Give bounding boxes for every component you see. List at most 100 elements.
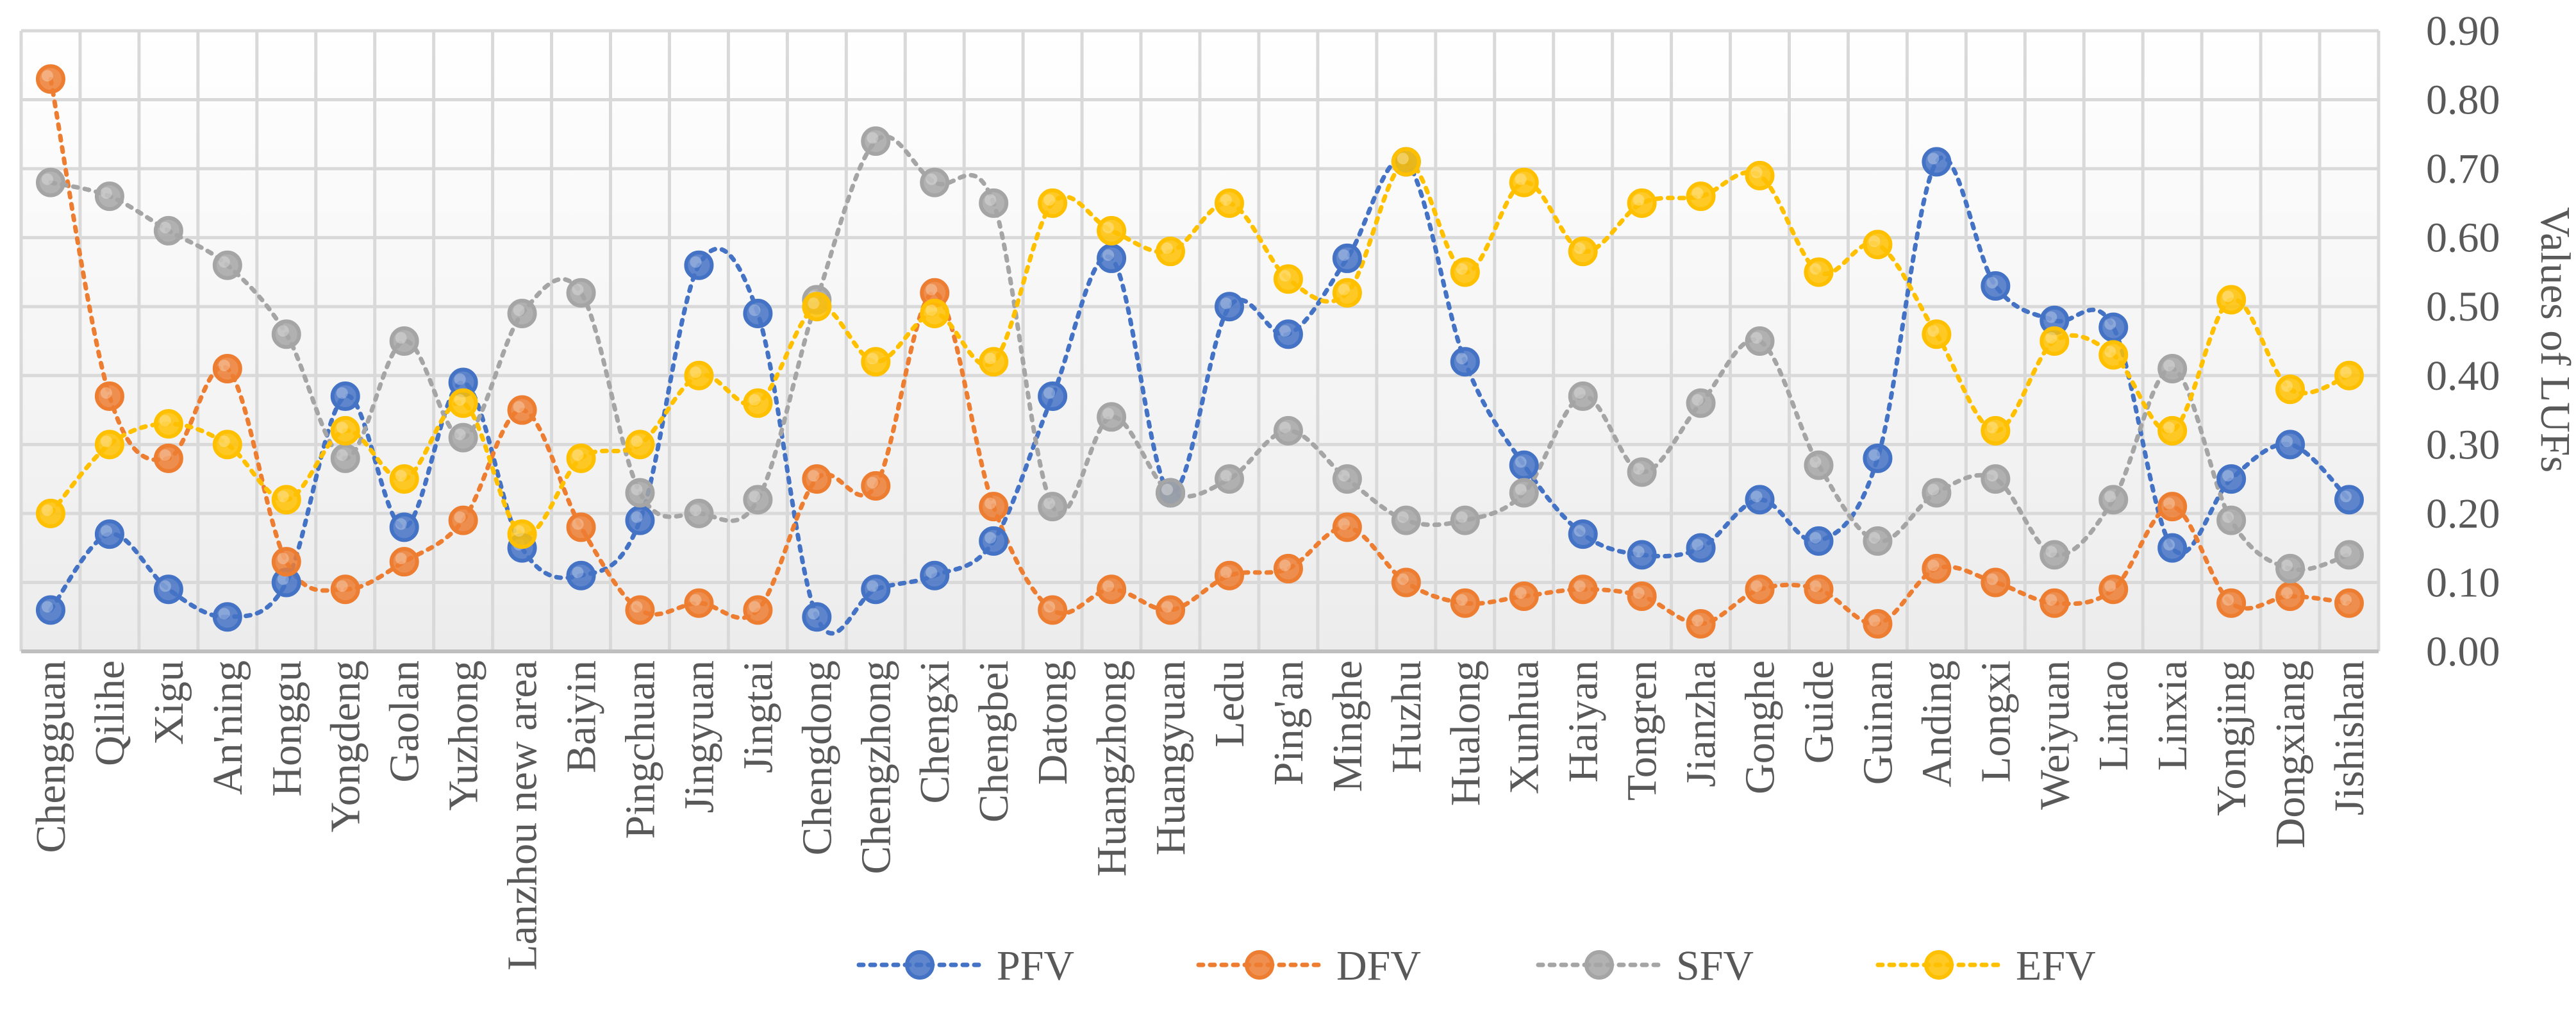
point-dfv [1156,595,1186,625]
point-highlight [926,566,938,578]
point-highlight [218,608,230,620]
point-sfv [1627,457,1657,487]
legend-label-sfv: SFV [1676,942,1754,989]
point-sfv [153,215,183,246]
point-sfv [1038,492,1068,522]
point-highlight [867,353,879,365]
point-highlight [2163,421,2175,433]
gridlines [19,29,2381,653]
point-highlight [926,304,938,316]
point-pfv [1450,347,1480,377]
point-highlight [2222,470,2234,482]
point-highlight [1161,483,1174,496]
point-highlight [690,256,702,268]
point-efv [861,347,891,377]
point-highlight [2045,332,2057,344]
point-dfv [1981,567,2011,598]
point-highlight [2281,435,2293,448]
point-highlight [1043,601,1056,613]
point-highlight [1220,297,1232,310]
point-efv [1568,237,1598,267]
point-dfv [1332,512,1362,542]
x-tick-label: Jingtai [735,660,781,773]
x-tick-label: Yuzhong [440,660,487,811]
point-dfv [1863,608,1893,639]
point-highlight [1279,325,1291,337]
point-pfv [1804,526,1834,556]
point-pfv [1686,533,1716,563]
point-highlight [1515,173,1527,185]
x-tick-label: Chengxi [911,660,958,804]
point-highlight [1691,187,1704,199]
point-dfv [507,395,537,425]
point-pfv [2275,430,2306,460]
point-pfv [1568,519,1598,549]
point-highlight [2281,380,2293,392]
x-tick-label: Weiyuan [2031,660,2078,810]
point-highlight [572,518,584,530]
point-highlight [218,435,230,448]
y-tick-label: 0.20 [2426,490,2500,537]
x-tick-label: Anding [1913,660,1960,787]
point-sfv [861,126,891,156]
point-sfv [507,298,537,328]
point-pfv [2334,485,2364,515]
point-pfv [625,505,655,535]
point-highlight [2104,490,2116,503]
x-tick-label: Chengguan [28,660,74,853]
point-sfv [566,278,596,308]
point-dfv [566,512,596,542]
point-sfv [2157,354,2188,384]
point-pfv [802,602,832,632]
point-dfv [1214,560,1244,590]
y-axis-ticks: 0.00 0.10 0.20 0.30 0.40 0.50 0.60 0.70 0.80 0.90 [2426,8,2500,675]
point-highlight [395,332,407,344]
point-dfv [1391,567,1421,598]
point-dfv [2334,588,2364,618]
point-efv [330,415,360,446]
point-dfv [1097,574,1127,605]
point-highlight [690,366,702,378]
point-highlight [2340,490,2352,503]
point-highlight [1691,539,1704,551]
point-highlight [985,353,997,365]
point-dfv [271,547,301,577]
point-efv [212,430,242,460]
point-pfv [1863,443,1893,473]
point-highlight [218,256,230,268]
point-highlight [1927,325,1940,337]
point-highlight [513,525,525,537]
point-sfv [1332,464,1362,494]
y-tick-label: 0.70 [2426,146,2500,192]
point-efv [35,498,65,528]
x-tick-label: Gaolan [381,660,428,783]
point-highlight [1043,194,1056,206]
point-highlight [926,173,938,185]
point-highlight [985,194,997,206]
point-pfv [1922,147,1952,177]
point-sfv [389,326,419,356]
point-highlight [631,483,643,496]
x-tick-label: Longxi [1972,660,2019,783]
point-highlight [159,221,171,233]
point-highlight [100,525,112,537]
point-efv [566,443,596,473]
point-sfv [1745,326,1775,356]
point-highlight [1927,153,1940,165]
point-pfv [1627,540,1657,570]
point-efv [507,519,537,549]
point-highlight [2222,594,2234,606]
point-pfv [153,574,183,605]
point-efv [1156,237,1186,267]
point-dfv [1038,595,1068,625]
point-highlight [1986,276,1998,289]
point-highlight [808,470,820,482]
point-sfv [1922,478,1952,508]
point-highlight [1397,153,1409,165]
point-dfv [1273,553,1303,583]
point-sfv [1097,402,1127,432]
point-efv [1038,188,1068,218]
point-efv [1097,215,1127,246]
x-tick-label: Tongren [1619,660,1666,801]
point-highlight [1633,194,1645,206]
